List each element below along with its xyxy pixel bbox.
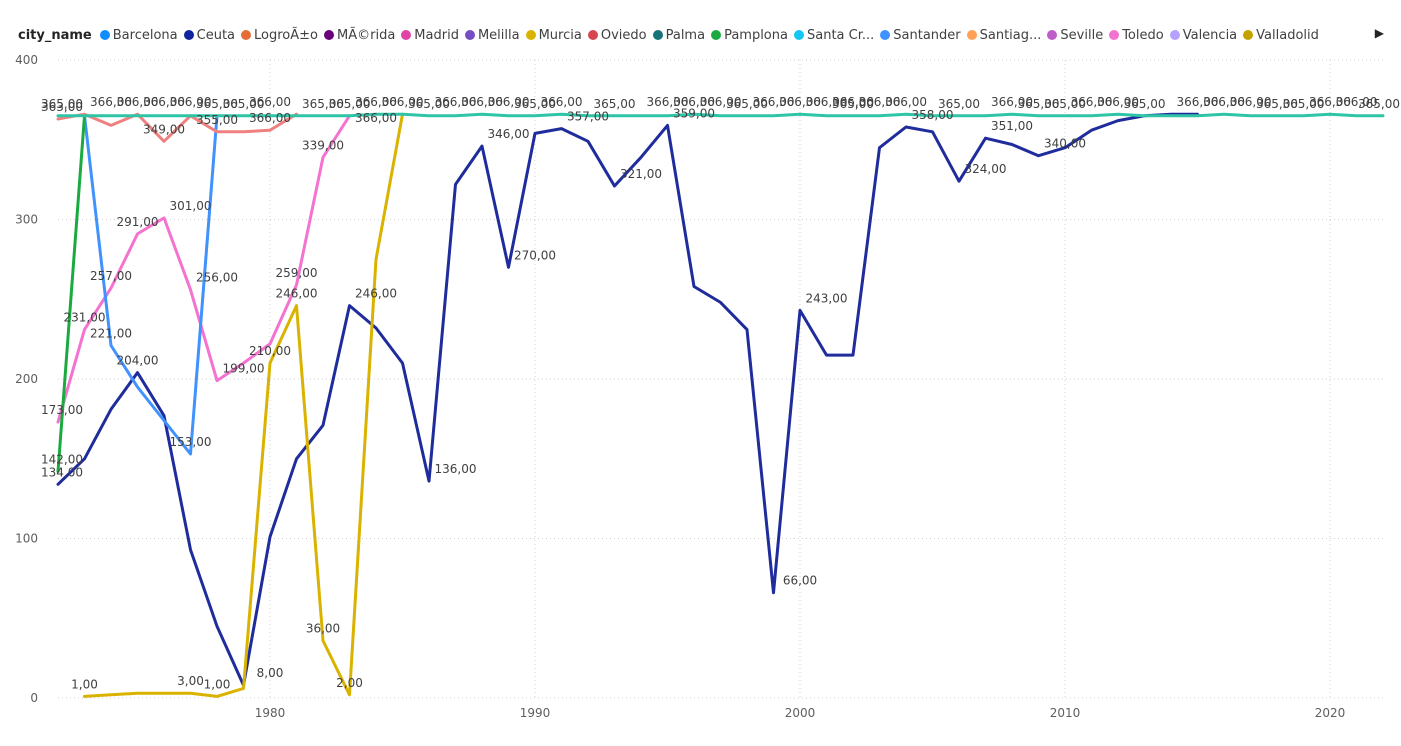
data-label: 355,00 bbox=[196, 113, 238, 127]
data-label: 349,00 bbox=[143, 122, 185, 136]
data-label: 363,00 bbox=[41, 100, 83, 114]
data-label: 199,00 bbox=[223, 362, 265, 376]
series-lines bbox=[58, 114, 1383, 696]
y-tick-label: 200 bbox=[15, 372, 38, 386]
data-label: 210,00 bbox=[249, 344, 291, 358]
data-labels: 365,00 363,00 366,00 366,00 366,00 366,00 365,… bbox=[41, 95, 1400, 691]
data-label: 365,00 bbox=[1358, 97, 1400, 111]
data-label: 270,00 bbox=[514, 248, 556, 262]
data-label: 259,00 bbox=[276, 266, 318, 280]
x-tick-label: 1980 bbox=[255, 706, 286, 720]
data-label: 339,00 bbox=[302, 138, 344, 152]
data-label: 1,00 bbox=[71, 677, 98, 691]
data-label: 291,00 bbox=[117, 215, 159, 229]
data-label: 3,00 bbox=[177, 674, 204, 688]
data-label: 8,00 bbox=[257, 666, 284, 680]
data-label: 366,00 bbox=[249, 111, 291, 125]
data-label: 153,00 bbox=[170, 435, 212, 449]
data-label: 243,00 bbox=[806, 291, 848, 305]
data-label: 366,00 bbox=[355, 111, 397, 125]
data-label: 346,00 bbox=[488, 127, 530, 141]
data-label: 358,00 bbox=[912, 108, 954, 122]
data-label: 366,00 bbox=[541, 95, 583, 109]
x-tick-label: 1990 bbox=[520, 706, 551, 720]
x-tick-label: 2000 bbox=[785, 706, 816, 720]
data-label: 2,00 bbox=[336, 676, 363, 690]
data-label: 340,00 bbox=[1044, 137, 1086, 151]
y-tick-label: 0 bbox=[30, 691, 38, 705]
data-label: 351,00 bbox=[991, 119, 1033, 133]
data-label: 301,00 bbox=[170, 199, 212, 213]
data-label: 66,00 bbox=[783, 574, 817, 588]
data-label: 221,00 bbox=[90, 327, 132, 341]
gridlines bbox=[58, 60, 1383, 698]
data-label: 366,00 bbox=[249, 95, 291, 109]
data-label: 231,00 bbox=[64, 311, 106, 325]
data-label: 246,00 bbox=[355, 287, 397, 301]
series-line-santander[interactable] bbox=[85, 116, 218, 454]
y-tick-label: 100 bbox=[15, 532, 38, 546]
data-label: 359,00 bbox=[673, 106, 715, 120]
data-label: 1,00 bbox=[204, 677, 231, 691]
data-label: 134,00 bbox=[41, 465, 83, 479]
y-tick-label: 400 bbox=[15, 53, 38, 67]
data-label: 357,00 bbox=[567, 110, 609, 124]
data-label: 136,00 bbox=[435, 462, 477, 476]
data-label: 257,00 bbox=[90, 269, 132, 283]
series-line-ceuta[interactable] bbox=[58, 114, 1198, 685]
x-tick-label: 2010 bbox=[1050, 706, 1081, 720]
y-tick-label: 300 bbox=[15, 213, 38, 227]
data-label: 204,00 bbox=[117, 354, 159, 368]
data-label: 173,00 bbox=[41, 403, 83, 417]
series-line-valladolid[interactable] bbox=[85, 114, 403, 696]
data-label: 246,00 bbox=[276, 287, 318, 301]
data-label: 36,00 bbox=[306, 622, 340, 636]
series-line-pamplona[interactable] bbox=[58, 116, 85, 472]
data-label: 321,00 bbox=[620, 167, 662, 181]
data-label: 324,00 bbox=[965, 162, 1007, 176]
data-label: 365,00 bbox=[1124, 97, 1166, 111]
x-tick-label: 2020 bbox=[1315, 706, 1346, 720]
data-label: 256,00 bbox=[196, 271, 238, 285]
